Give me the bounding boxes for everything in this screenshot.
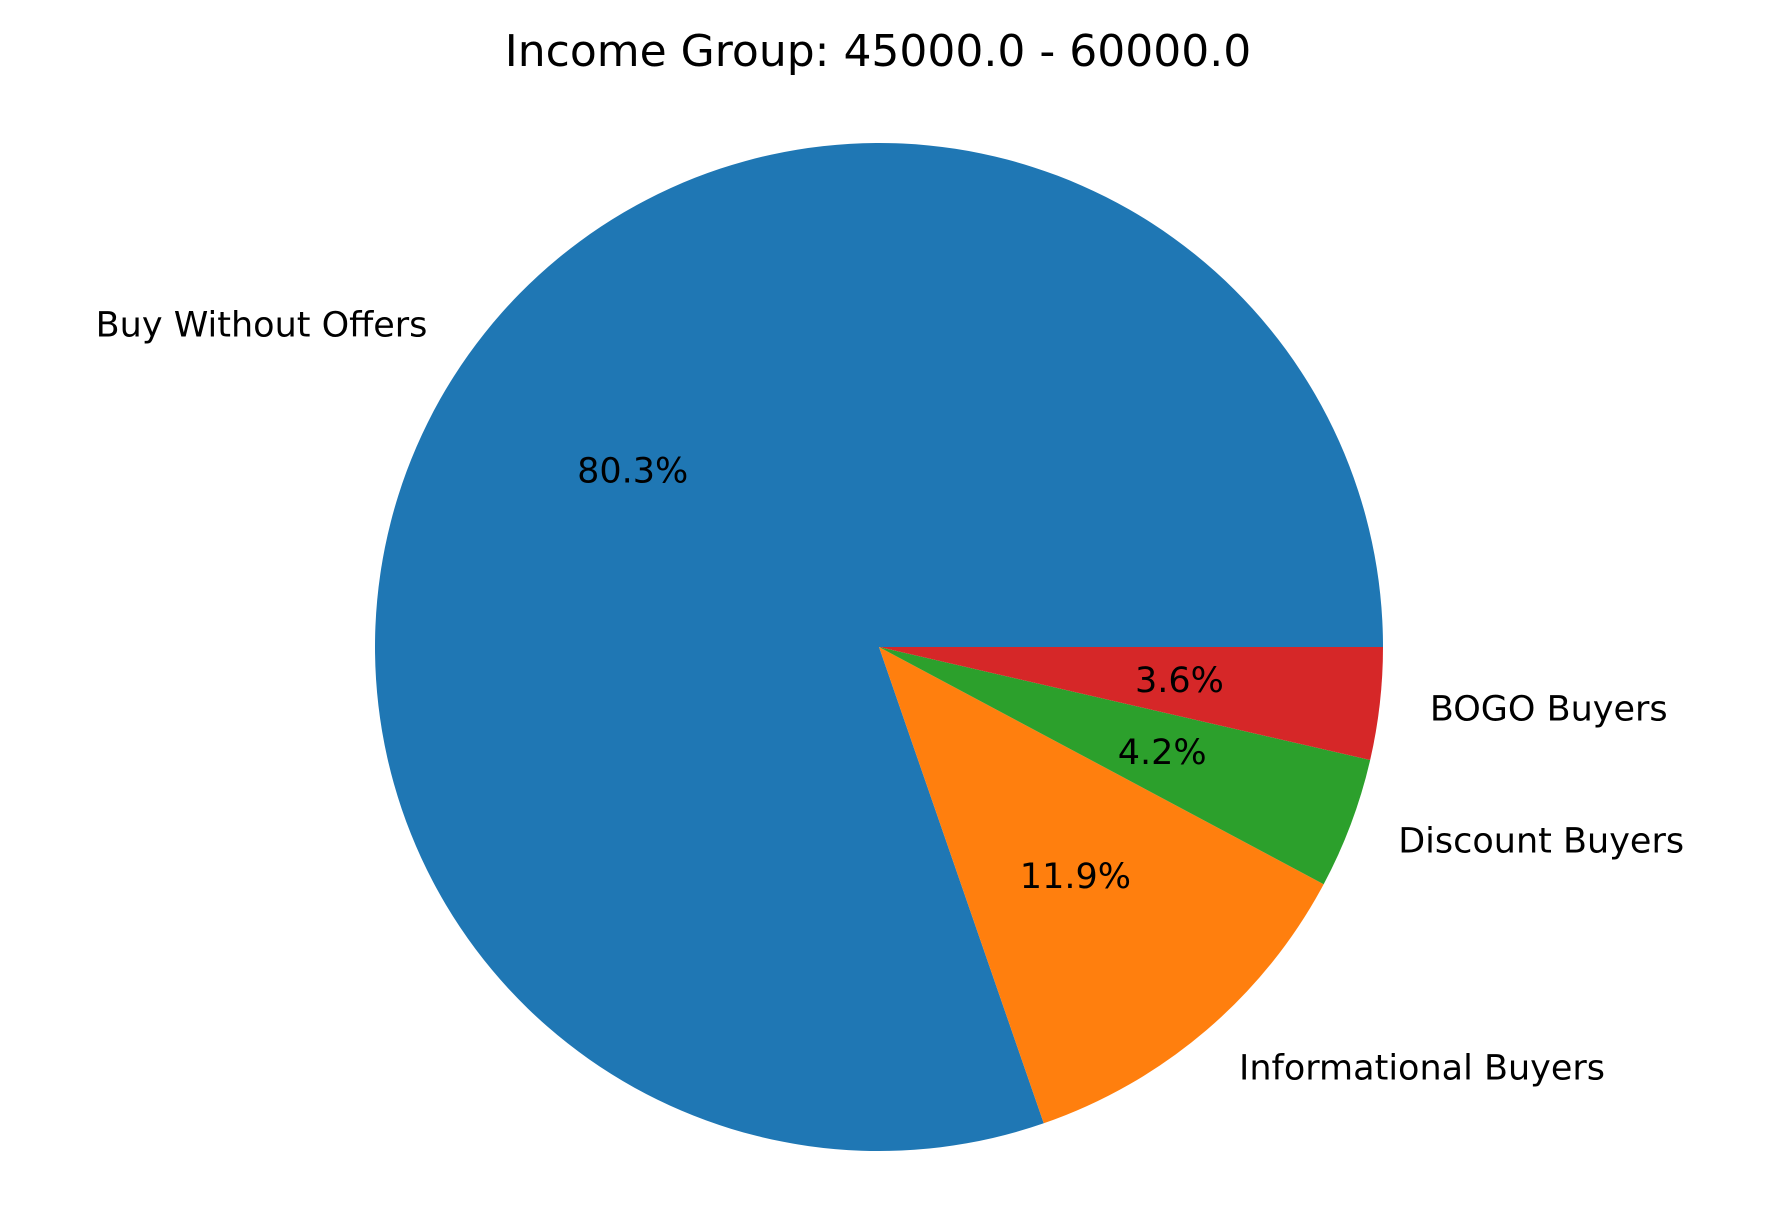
pie-slices <box>375 143 1384 1151</box>
pct-label-discount-buyers: 4.2% <box>1118 733 1207 773</box>
pct-label-buy-without-offers: 80.3% <box>577 452 688 492</box>
slice-labels: Buy Without Offers Informational Buyers Di… <box>96 305 1684 1088</box>
slice-informational-buyers <box>879 647 1324 1124</box>
slice-bogo-buyers <box>879 647 1383 761</box>
percentage-labels: 80.3% 11.9% 4.2% 3.6% <box>577 452 1224 897</box>
slice-label-discount-buyers: Discount Buyers <box>1398 821 1684 861</box>
pct-label-bogo-buyers: 3.6% <box>1135 661 1224 701</box>
slice-label-informational-buyers: Informational Buyers <box>1239 1049 1605 1089</box>
pct-label-informational-buyers: 11.9% <box>1020 857 1131 897</box>
chart-title: Income Group: 45000.0 - 60000.0 <box>505 26 1251 77</box>
slice-label-buy-without-offers: Buy Without Offers <box>96 305 428 345</box>
slice-discount-buyers <box>879 647 1371 885</box>
slice-label-bogo-buyers: BOGO Buyers <box>1430 690 1668 730</box>
